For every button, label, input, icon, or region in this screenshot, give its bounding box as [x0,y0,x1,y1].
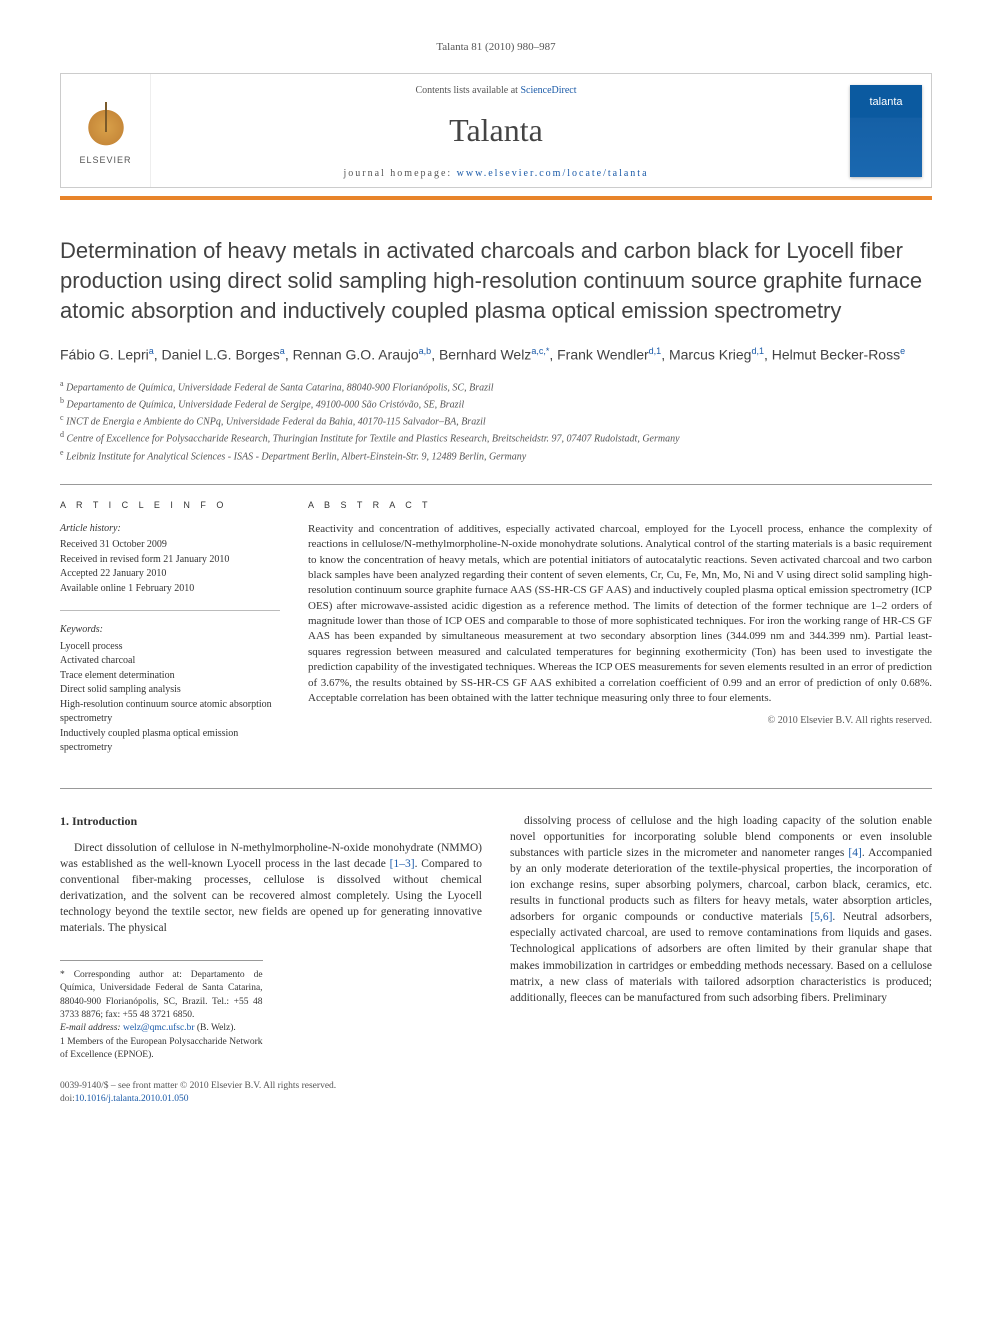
history-line: Accepted 22 January 2010 [60,567,280,582]
orange-divider [60,196,932,200]
section-heading-intro: 1. Introduction [60,813,482,830]
intro-para-left: Direct dissolution of cellulose in N-met… [60,840,482,937]
history-heading: Article history: [60,522,280,537]
body-col-left: 1. Introduction Direct dissolution of ce… [60,813,482,1062]
ref-link[interactable]: [5,6] [810,911,832,923]
affiliation-line: c INCT de Energia e Ambiente do CNPq, Un… [60,412,932,429]
article-history: Article history: Received 31 October 200… [60,522,280,597]
abstract-label: A B S T R A C T [308,499,932,512]
contents-available-line: Contents lists available at ScienceDirec… [159,84,833,98]
masthead-center: Contents lists available at ScienceDirec… [151,74,841,187]
front-matter-line: 0039-9140/$ – see front matter © 2010 El… [60,1080,932,1093]
keyword-line: Trace element determination [60,669,280,684]
ref-link[interactable]: [4] [848,847,861,859]
rule-bottom [60,788,932,789]
keyword-line: Lyocell process [60,640,280,655]
body-two-column: 1. Introduction Direct dissolution of ce… [60,813,932,1062]
affiliation-line: b Departamento de Química, Universidade … [60,395,932,412]
homepage-prefix: journal homepage: [343,168,456,179]
article-info-label: A R T I C L E I N F O [60,499,280,512]
keyword-line: Activated charcoal [60,654,280,669]
history-line: Available online 1 February 2010 [60,582,280,597]
epnoe-note: 1 Members of the European Polysaccharide… [60,1036,263,1063]
doi-label: doi: [60,1094,75,1104]
ref-link[interactable]: [1–3] [390,858,415,870]
elsevier-tree-icon [78,94,134,150]
keyword-line: High-resolution continuum source atomic … [60,698,280,727]
email-paren: (B. Welz). [197,1023,236,1033]
journal-homepage-link[interactable]: www.elsevier.com/locate/talanta [457,168,649,179]
author-email-link[interactable]: welz@qmc.ufsc.br [123,1023,195,1033]
history-line: Received 31 October 2009 [60,538,280,553]
abstract-col: A B S T R A C T Reactivity and concentra… [308,499,932,770]
publisher-label: ELSEVIER [79,154,131,167]
corresponding-author-note: * Corresponding author at: Departamento … [60,969,263,1022]
article-info-col: A R T I C L E I N F O Article history: R… [60,499,280,770]
publisher-logo-box: ELSEVIER [61,74,151,187]
doi-link[interactable]: 10.1016/j.talanta.2010.01.050 [75,1094,189,1104]
body-col-right: dissolving process of cellulose and the … [510,813,932,1062]
journal-name: Talanta [159,108,833,153]
info-abstract-row: A R T I C L E I N F O Article history: R… [60,485,932,788]
affiliation-list: a Departamento de Química, Universidade … [60,378,932,465]
affiliation-line: e Leibniz Institute for Analytical Scien… [60,447,932,464]
keyword-line: Direct solid sampling analysis [60,683,280,698]
email-line: E-mail address: welz@qmc.ufsc.br (B. Wel… [60,1022,263,1035]
contents-prefix: Contents lists available at [415,85,520,96]
author-list: Fábio G. Lepria, Daniel L.G. Borgesa, Re… [60,345,932,365]
history-line: Received in revised form 21 January 2010 [60,553,280,568]
affiliation-line: a Departamento de Química, Universidade … [60,378,932,395]
email-label: E-mail address: [60,1023,123,1033]
affiliation-line: d Centre of Excellence for Polysaccharid… [60,429,932,446]
footer-bar: 0039-9140/$ – see front matter © 2010 El… [60,1080,932,1107]
journal-masthead: ELSEVIER Contents lists available at Sci… [60,73,932,188]
abstract-copyright: © 2010 Elsevier B.V. All rights reserved… [308,714,932,728]
footnotes: * Corresponding author at: Departamento … [60,960,263,1062]
intro-para-right: dissolving process of cellulose and the … [510,813,932,1006]
article-title: Determination of heavy metals in activat… [60,236,932,325]
sciencedirect-link[interactable]: ScienceDirect [520,85,576,96]
keywords-heading: Keywords: [60,623,280,638]
journal-homepage-line: journal homepage: www.elsevier.com/locat… [159,167,833,181]
page: Talanta 81 (2010) 980–987 ELSEVIER Conte… [0,0,992,1137]
keywords-block: Keywords: Lyocell processActivated charc… [60,623,280,756]
keyword-line: Inductively coupled plasma optical emiss… [60,727,280,756]
masthead-right [841,74,931,187]
journal-cover-thumb [850,85,922,177]
running-head: Talanta 81 (2010) 980–987 [60,40,932,55]
abstract-body: Reactivity and concentration of additive… [308,522,932,707]
doi-line: doi:10.1016/j.talanta.2010.01.050 [60,1093,932,1106]
info-separator [60,610,280,611]
